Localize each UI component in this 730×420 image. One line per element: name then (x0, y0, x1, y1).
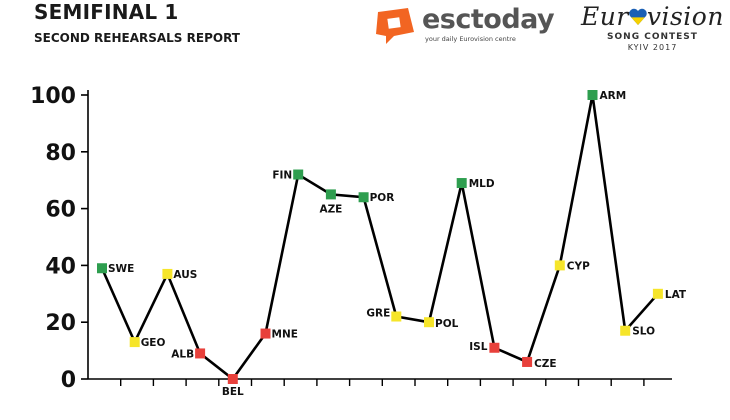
data-label-fin: FIN (272, 170, 292, 182)
data-label-gre: GRE (366, 308, 390, 320)
data-label-isl: ISL (469, 341, 487, 353)
series-line (100, 94, 659, 381)
data-point-aze (325, 189, 336, 200)
data-point-por (358, 192, 369, 203)
y-tick-label: 40 (45, 254, 76, 279)
data-point-geo (129, 337, 140, 348)
data-point-slo (620, 325, 631, 336)
data-label-aus: AUS (173, 269, 197, 281)
city-year-label: KYIV 2017 (627, 43, 678, 52)
data-point-cze (522, 356, 533, 367)
data-label-mld: MLD (469, 178, 495, 190)
heart-flag-icon (629, 8, 647, 26)
data-label-pol: POL (435, 318, 459, 330)
eurovision-logo: Eur vision SONG CONTEST KYIV 2017 (580, 2, 725, 58)
data-label-por: POR (370, 192, 395, 204)
data-point-fin (293, 169, 304, 180)
chart-series: SWE GEO AUS ALB BEL MNE FIN AZE POR GRE POL MLD ISL C… (97, 90, 687, 398)
y-tick-label: 0 (61, 368, 76, 393)
data-point-mld (456, 178, 467, 189)
data-point-cyp (554, 260, 565, 271)
chart-axes: 0 20 40 60 80 100 (30, 84, 672, 393)
esctoday-name: esctoday (422, 4, 555, 35)
data-point-arm (587, 90, 598, 100)
data-label-aze: AZE (319, 203, 342, 215)
data-point-swe (97, 263, 107, 274)
y-tick-label: 60 (45, 198, 76, 223)
data-label-arm: ARM (600, 90, 627, 102)
data-label-cze: CZE (534, 358, 557, 370)
data-point-lat (652, 288, 663, 299)
data-label-mne: MNE (272, 329, 298, 341)
data-label-swe: SWE (108, 263, 134, 275)
esctoday-tagline: your daily Eurovision centre (425, 35, 516, 43)
esctoday-logo: esctoday your daily Eurovision centre (372, 4, 572, 48)
song-contest-label: SONG CONTEST (607, 32, 698, 42)
y-tick-label: 20 (45, 311, 76, 336)
chart-title: SEMIFINAL 1 (34, 0, 179, 24)
data-point-pol (424, 317, 434, 328)
data-label-bel: BEL (222, 386, 244, 398)
esctoday-bubble-icon (376, 8, 414, 44)
data-point-gre (391, 311, 402, 322)
y-tick-label: 80 (45, 141, 76, 166)
y-tick-label: 100 (30, 84, 76, 109)
data-label-slo: SLO (632, 326, 655, 338)
chart-subtitle: SECOND REHEARSALS REPORT (34, 31, 240, 45)
data-point-isl (489, 342, 500, 353)
data-label-lat: LAT (665, 289, 687, 301)
eurovision-name-left: Eur (581, 2, 629, 31)
data-point-aus (162, 268, 173, 279)
data-point-alb (195, 348, 206, 359)
data-label-alb: ALB (171, 348, 194, 360)
eurovision-wordmark: Eur vision (580, 2, 725, 32)
eurovision-name-right: vision (646, 2, 724, 31)
data-label-geo: GEO (141, 337, 166, 349)
data-point-mne (260, 328, 271, 339)
data-label-cyp: CYP (567, 260, 590, 272)
data-point-bel (227, 374, 238, 384)
